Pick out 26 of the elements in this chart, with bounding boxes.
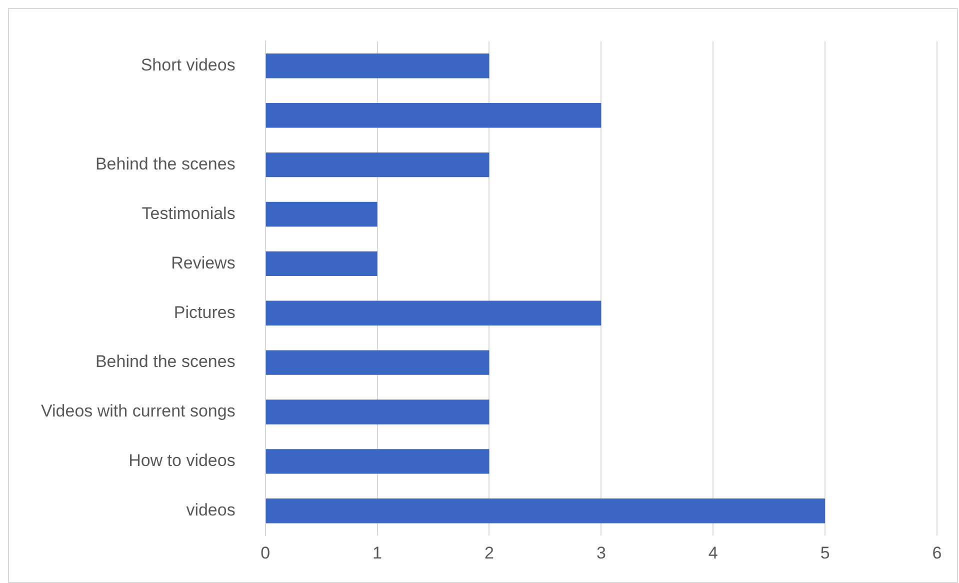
y-tick-label: Short videos	[140, 56, 236, 75]
y-tick-label: Behind the scenes	[95, 352, 236, 372]
y-tick-label: Testimonials	[142, 204, 236, 223]
bar	[266, 350, 490, 375]
x-tick-label: 5	[820, 543, 830, 562]
bar	[266, 152, 490, 178]
bar	[266, 449, 490, 474]
x-tick-label: 6	[932, 543, 942, 562]
y-tick-label: Reviews	[171, 253, 236, 272]
y-tick-label: Behind the scenes	[95, 154, 236, 174]
bar	[266, 251, 378, 276]
y-tick-label: videos	[186, 500, 236, 520]
bar	[266, 54, 490, 78]
x-tick-label: 4	[708, 543, 718, 562]
bar	[266, 400, 490, 424]
y-tick-label: Pictures	[174, 302, 236, 322]
bar	[266, 103, 602, 128]
x-tick-label: 0	[260, 543, 270, 562]
x-tick-label: 2	[484, 543, 494, 562]
y-tick-label: Videos with current songs	[40, 402, 236, 421]
y-tick-label: How to videos	[128, 451, 236, 470]
bar	[266, 300, 602, 326]
bar	[266, 498, 826, 524]
x-tick-label: 1	[372, 543, 382, 562]
bar	[266, 202, 378, 227]
x-tick-label: 3	[596, 543, 606, 562]
